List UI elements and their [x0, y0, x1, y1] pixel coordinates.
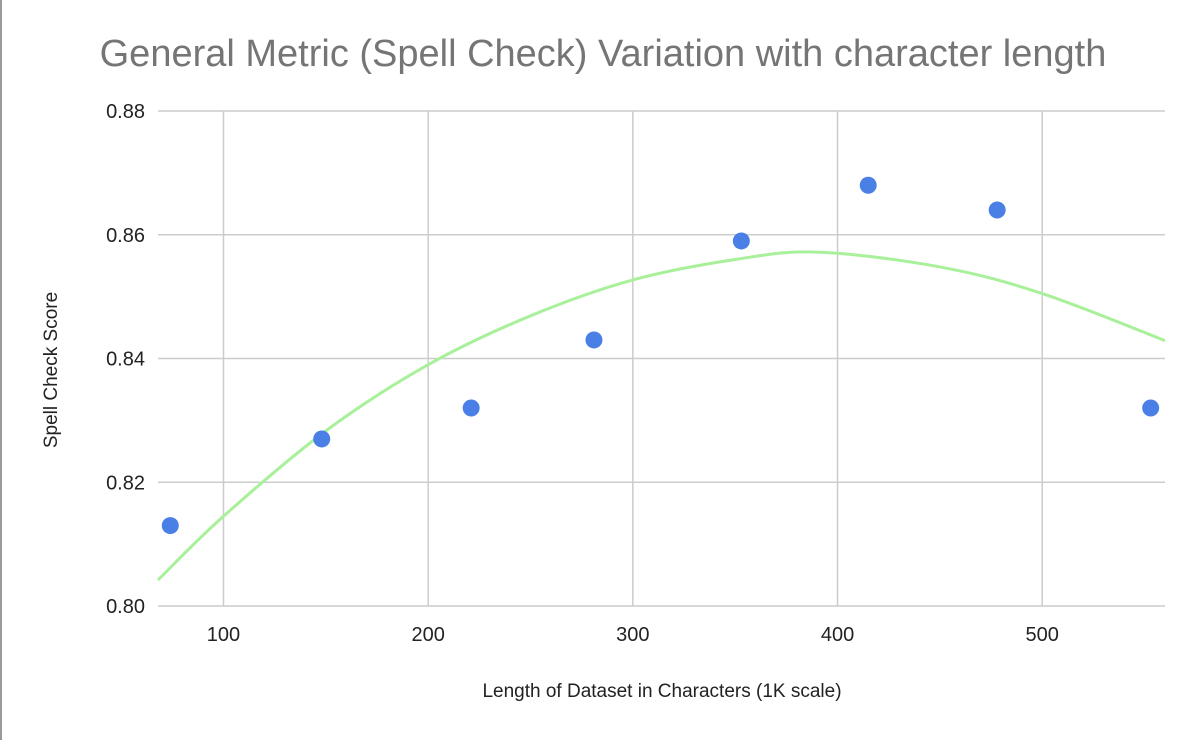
data-point — [988, 201, 1006, 219]
y-tick-label: 0.86 — [106, 225, 145, 247]
data-point — [859, 176, 877, 194]
data-point — [161, 517, 179, 535]
y-tick-label: 0.80 — [106, 596, 145, 618]
left-border — [0, 0, 2, 740]
grid-layer — [158, 110, 1165, 607]
x-tick-label: 100 — [207, 624, 240, 646]
data-point — [462, 399, 480, 417]
x-tick-label: 400 — [821, 624, 854, 646]
tick-labels-layer: 0.80 0.82 0.84 0.86 0.88 100 200 300 400 500 — [106, 101, 1059, 646]
data-point — [732, 232, 750, 250]
x-tick-label: 200 — [411, 624, 444, 646]
y-tick-label: 0.88 — [106, 101, 145, 123]
y-tick-label: 0.82 — [106, 472, 145, 494]
trendline — [156, 250, 1166, 582]
data-point — [585, 331, 603, 349]
trendline-layer — [156, 250, 1166, 582]
data-points-layer — [161, 176, 1160, 535]
x-tick-label: 300 — [616, 624, 649, 646]
data-point — [1142, 399, 1160, 417]
x-tick-label: 500 — [1026, 624, 1059, 646]
x-axis-label: Length of Dataset in Characters (1K scal… — [482, 681, 841, 702]
y-tick-label: 0.84 — [106, 349, 145, 371]
data-point — [313, 430, 331, 448]
y-axis-label: Spell Check Score — [41, 292, 62, 448]
chart-title: General Metric (Spell Check) Variation w… — [100, 33, 1107, 75]
